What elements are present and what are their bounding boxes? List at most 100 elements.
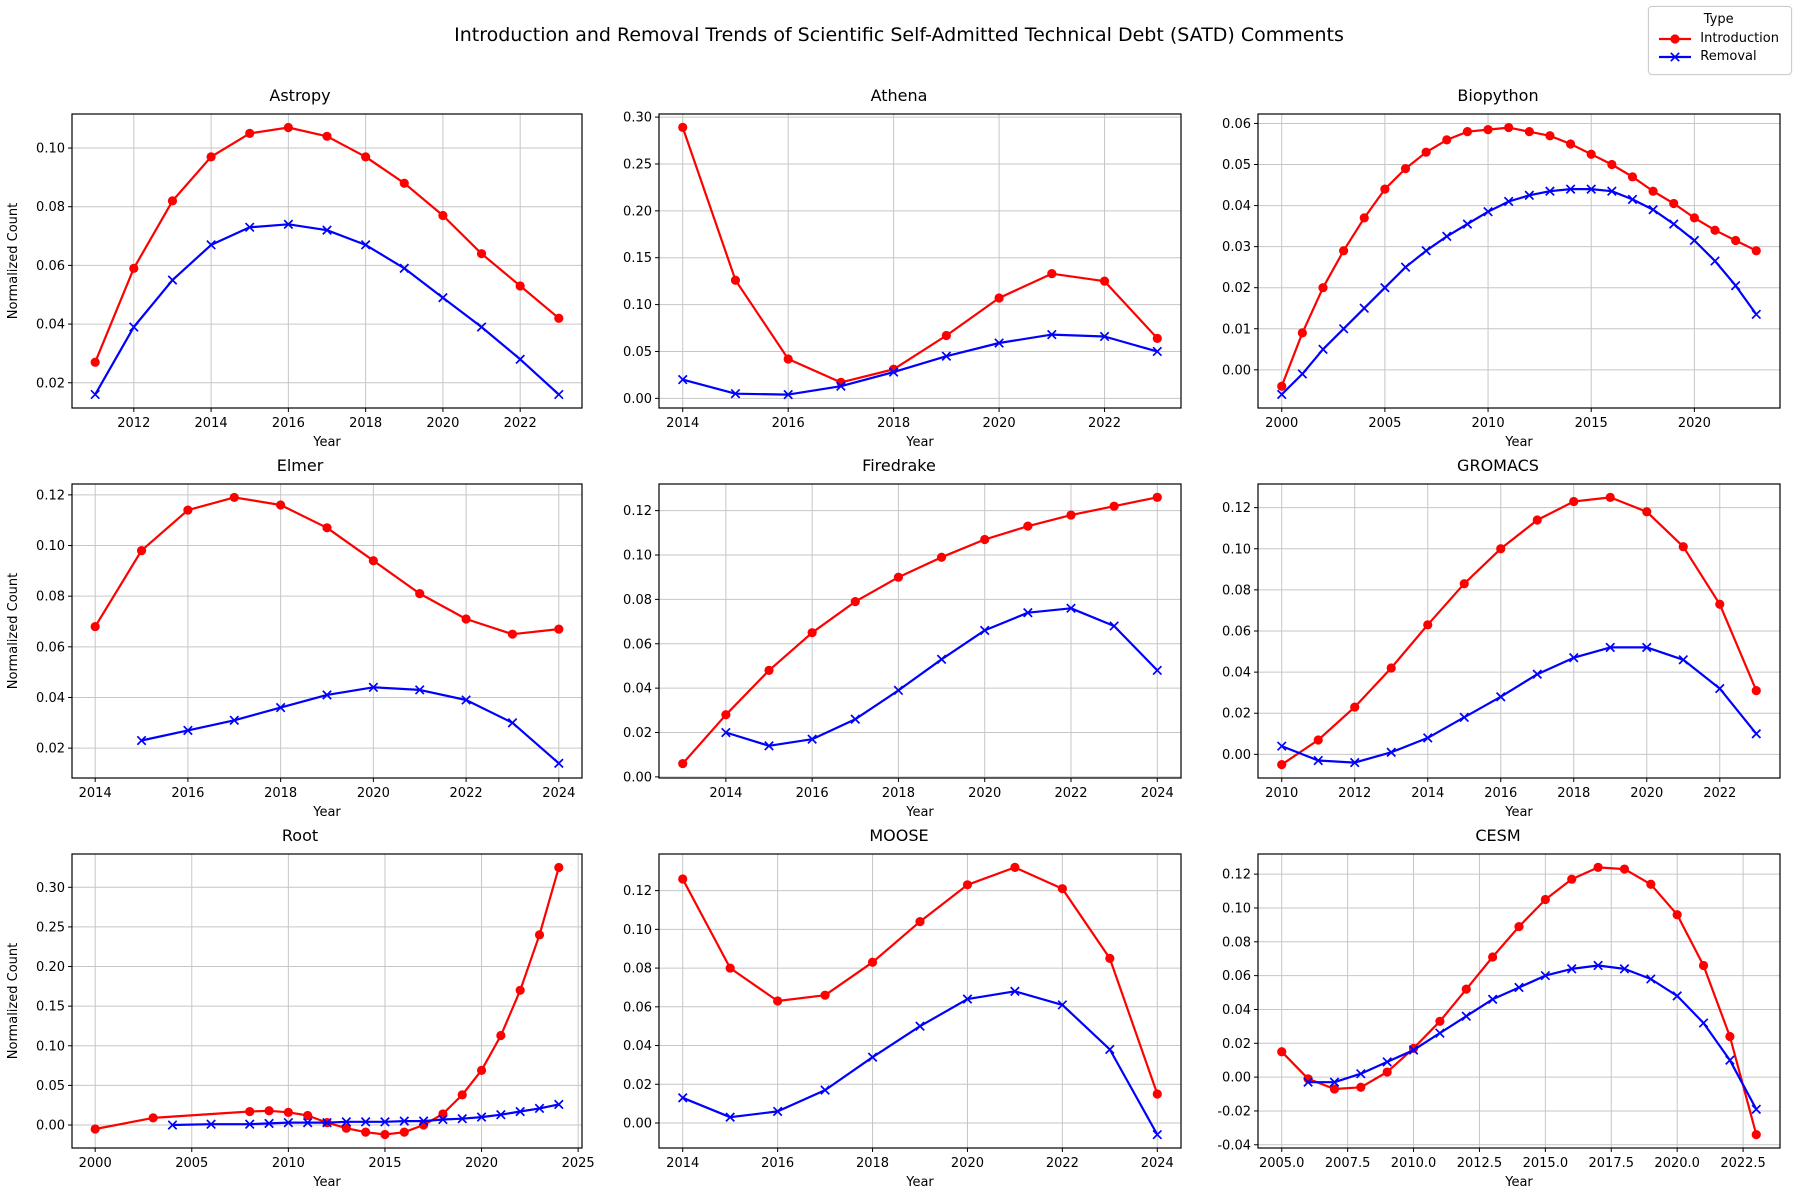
svg-text:0.30: 0.30 [623,111,652,126]
svg-text:2015: 2015 [368,1156,401,1171]
svg-text:2014: 2014 [709,786,742,801]
svg-text:0.20: 0.20 [36,960,65,975]
svg-text:0.08: 0.08 [1222,583,1251,598]
chart-title: MOOSE [869,826,929,845]
svg-text:2022: 2022 [450,786,483,801]
svg-text:0.04: 0.04 [1222,199,1251,214]
legend: Type Introduction Removal [1648,6,1792,75]
svg-text:2018: 2018 [349,416,382,431]
svg-text:0.00: 0.00 [36,1119,65,1134]
svg-text:2022: 2022 [1088,416,1121,431]
svg-text:2014: 2014 [79,786,112,801]
svg-text:0.04: 0.04 [36,691,65,706]
svg-text:0.04: 0.04 [36,318,65,333]
svg-text:Year: Year [905,435,934,450]
svg-text:2010: 2010 [1265,786,1298,801]
elmer-plot-canvas: 2014 2016 2018 2020 2022 2024 0.02 0.04 0.06 0.08… [6,483,583,820]
svg-text:0.02: 0.02 [1222,707,1251,722]
svg-text:2015: 2015 [1575,416,1608,431]
svg-text:2014: 2014 [666,1156,699,1171]
svg-text:2005.0: 2005.0 [1259,1156,1305,1171]
svg-text:0.30: 0.30 [36,881,65,896]
svg-text:0.06: 0.06 [1222,969,1251,984]
svg-text:0.08: 0.08 [36,200,65,215]
svg-text:0.20: 0.20 [623,204,652,219]
svg-text:0.10: 0.10 [1222,901,1251,916]
svg-text:0.12: 0.12 [1222,501,1251,516]
svg-text:2024: 2024 [1141,1156,1174,1171]
svg-text:0.08: 0.08 [623,962,652,977]
svg-text:Normalized Count: Normalized Count [6,573,21,689]
figure-header: Introduction and Removal Trends of Scien… [0,0,1798,84]
svg-text:0.10: 0.10 [1222,542,1251,557]
svg-text:2012.5: 2012.5 [1457,1156,1503,1171]
svg-text:0.02: 0.02 [36,742,65,757]
svg-text:2018: 2018 [856,1156,889,1171]
svg-text:Year: Year [1504,805,1533,820]
chart-title: Root [281,826,319,845]
svg-text:0.04: 0.04 [623,1039,652,1054]
svg-text:-0.02: -0.02 [1217,1104,1251,1119]
svg-text:2012: 2012 [1338,786,1371,801]
svg-text:2012: 2012 [117,416,150,431]
svg-text:2020: 2020 [1678,416,1711,431]
svg-text:0.06: 0.06 [1222,625,1251,640]
svg-text:0.08: 0.08 [1222,935,1251,950]
svg-text:Year: Year [312,435,341,450]
moose-plot-canvas: 2014 2016 2018 2020 2022 2024 0.00 0.02 0.04 0.06… [623,853,1182,1190]
legend-item-introduction: Introduction [1658,31,1779,46]
svg-text:2007.5: 2007.5 [1325,1156,1371,1171]
chart-biopython: Biopython 2000 2005 2010 2015 2020 0.00 0.01 0.… [1202,84,1794,454]
svg-text:2020: 2020 [426,416,459,431]
svg-text:Normalized Count: Normalized Count [6,203,21,319]
svg-text:2020: 2020 [983,416,1016,431]
chart-title: Biopython [1457,86,1539,105]
svg-text:2015.0: 2015.0 [1523,1156,1569,1171]
svg-text:2024: 2024 [542,786,575,801]
root-plot-canvas: 2000 2005 2010 2015 2020 2025 0.00 0.05 0.10 0.15… [6,853,595,1190]
svg-text:-0.04: -0.04 [1217,1138,1251,1153]
chart-root: Root 2000 2005 2010 2015 2020 2025 0.00 0.05 0.1… [4,824,596,1194]
svg-text:0.08: 0.08 [623,593,652,608]
svg-text:0.25: 0.25 [623,157,652,172]
svg-text:2010: 2010 [272,1156,305,1171]
svg-text:2000: 2000 [1265,416,1298,431]
svg-text:0.05: 0.05 [623,345,652,360]
cesm-plot-canvas: 2005.0 2007.5 2010.0 2012.5 2015.0 2017.5 2020… [1217,853,1781,1190]
chart-title: Firedrake [862,456,936,475]
svg-text:2000: 2000 [79,1156,112,1171]
svg-text:Year: Year [905,1175,934,1190]
svg-text:0.05: 0.05 [1222,158,1251,173]
svg-text:0.12: 0.12 [623,504,652,519]
svg-text:0.04: 0.04 [623,682,652,697]
svg-text:0.00: 0.00 [1222,1071,1251,1086]
svg-text:2020: 2020 [357,786,390,801]
chart-gromacs: GROMACS 2010 2012 2014 2016 2018 2020 2022 0.00… [1202,454,1794,824]
svg-text:2016: 2016 [761,1156,794,1171]
svg-text:2025: 2025 [562,1156,595,1171]
svg-text:0.12: 0.12 [36,488,65,503]
svg-text:2016: 2016 [772,416,805,431]
charts-grid: Astropy 2012 2014 2016 2018 2020 2022 0.02 0.04… [0,84,1798,1194]
svg-text:2020: 2020 [968,786,1001,801]
svg-text:Year: Year [1504,1175,1533,1190]
svg-text:0.06: 0.06 [623,637,652,652]
svg-text:0.10: 0.10 [36,1039,65,1054]
svg-text:2016: 2016 [272,416,305,431]
svg-text:0.02: 0.02 [623,1078,652,1093]
svg-text:2016: 2016 [1484,786,1517,801]
svg-text:2018: 2018 [1557,786,1590,801]
svg-text:Year: Year [312,805,341,820]
legend-item-label: Introduction [1700,31,1779,46]
svg-text:Year: Year [1504,435,1533,450]
chart-title: Astropy [269,86,331,105]
chart-astropy: Astropy 2012 2014 2016 2018 2020 2022 0.02 0.04… [4,84,596,454]
svg-text:0.02: 0.02 [1222,281,1251,296]
svg-text:2018: 2018 [264,786,297,801]
svg-text:Normalized Count: Normalized Count [6,943,21,1059]
svg-text:0.03: 0.03 [1222,240,1251,255]
svg-text:0.01: 0.01 [1222,322,1251,337]
svg-text:0.02: 0.02 [1222,1037,1251,1052]
svg-text:2005: 2005 [175,1156,208,1171]
chart-firedrake: Firedrake 2014 2016 2018 2020 2022 2024 0.00 0.… [603,454,1195,824]
